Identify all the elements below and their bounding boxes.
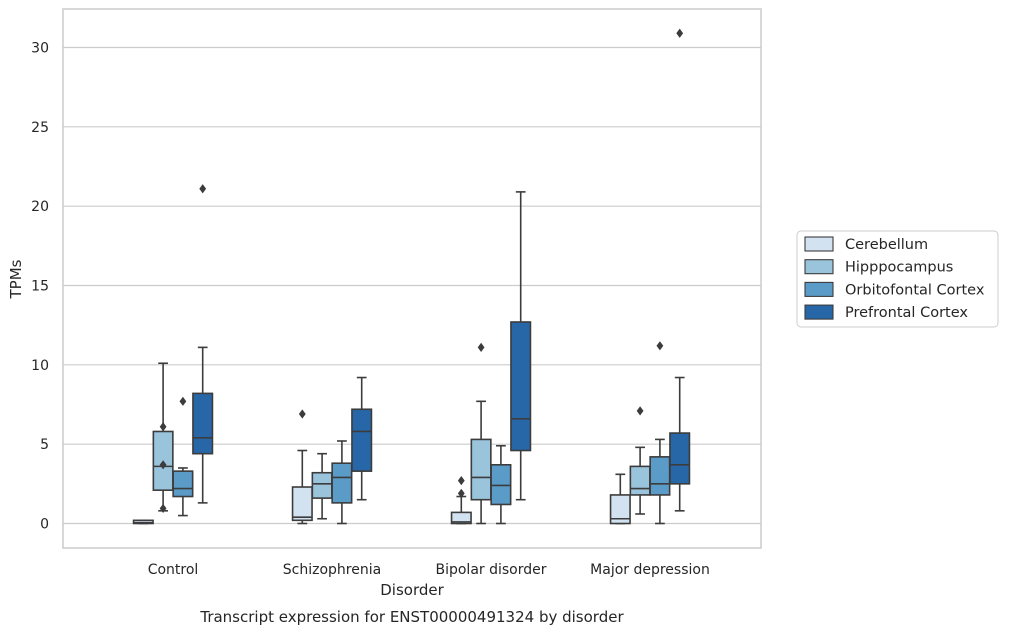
- y-tick-label: 30: [31, 41, 49, 57]
- box: [291, 486, 313, 522]
- legend-label: Cerebellum: [845, 237, 928, 253]
- box-plots: [132, 28, 691, 525]
- outlier-point: [199, 184, 207, 194]
- plot-frame: [62, 8, 762, 549]
- x-axis-title: Disorder: [380, 581, 444, 599]
- y-tick-label: 0: [40, 517, 49, 533]
- outlier-point: [298, 409, 306, 419]
- x-tick-label: Schizophrenia: [283, 562, 381, 578]
- legend-label: Prefrontal Cortex: [845, 305, 968, 321]
- box: [192, 392, 214, 455]
- outlier-point: [159, 460, 167, 470]
- y-tick-label: 5: [40, 437, 49, 453]
- outlier-point: [457, 488, 465, 498]
- box: [331, 462, 353, 504]
- box: [609, 494, 631, 525]
- legend-label: Orbitofontal Cortex: [845, 282, 985, 298]
- legend: Cerebellum Hipppocampus Orbitofontal Corte…: [796, 230, 999, 328]
- outlier-point: [656, 341, 664, 351]
- box: [311, 471, 333, 499]
- plot-background: [63, 9, 761, 548]
- y-tick-label: 15: [31, 279, 49, 295]
- outlier-point: [159, 503, 167, 514]
- legend-swatch: [804, 304, 834, 320]
- box: [510, 321, 532, 452]
- y-axis-title: TPMs: [7, 259, 25, 299]
- outlier-point: [179, 396, 187, 406]
- y-tick-label: 10: [31, 358, 49, 374]
- outlier-point: [477, 342, 485, 352]
- legend-frame: [796, 230, 999, 328]
- box: [470, 438, 492, 501]
- outlier-point: [636, 406, 644, 416]
- y-axis-ticks: 0 5 10 15 20 25 30: [31, 41, 49, 533]
- box: [450, 511, 472, 525]
- box: [351, 408, 373, 472]
- gridlines: [63, 46, 761, 525]
- y-tick-label: 20: [31, 199, 49, 215]
- x-tick-label: Control: [148, 562, 199, 578]
- y-tick-label: 25: [31, 120, 49, 136]
- x-axis-ticks: Control Schizophrenia Bipolar disorder Majo…: [148, 562, 710, 578]
- legend-label: Hipppocampus: [845, 260, 953, 276]
- x-tick-label: Major depression: [590, 562, 710, 578]
- outlier-point: [457, 476, 465, 486]
- legend-swatch: [804, 236, 834, 252]
- x-tick-label: Bipolar disorder: [435, 562, 546, 578]
- legend-swatch: [804, 281, 834, 297]
- box: [172, 470, 194, 498]
- outlier-point: [676, 28, 684, 38]
- box: [629, 465, 651, 496]
- chart-caption: Transcript expression for ENST0000049132…: [199, 608, 624, 626]
- box: [669, 432, 691, 485]
- box: [649, 456, 671, 496]
- legend-swatch: [804, 259, 834, 275]
- outlier-point: [159, 422, 167, 432]
